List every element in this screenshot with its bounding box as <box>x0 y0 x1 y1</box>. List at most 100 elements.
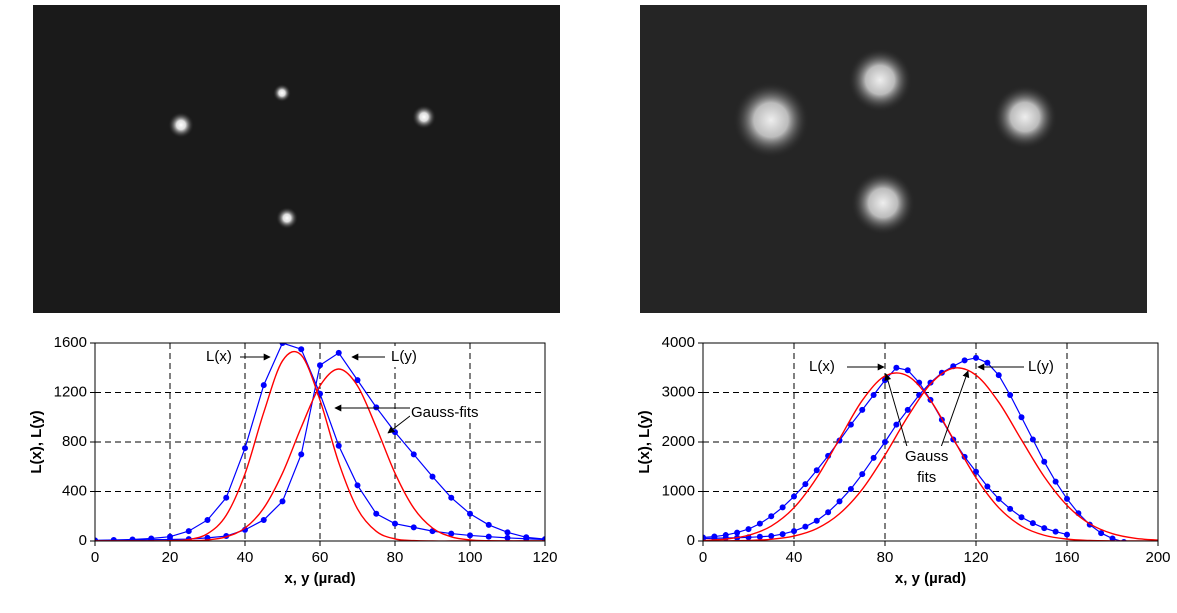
y-tick-label: 400 <box>62 482 87 499</box>
data-point <box>1029 436 1036 443</box>
data-point <box>813 467 820 474</box>
data-point <box>110 537 117 541</box>
data-point <box>354 377 361 384</box>
data-point <box>129 537 136 541</box>
x-tick-label: 80 <box>877 549 894 566</box>
data-point <box>756 533 763 540</box>
x-tick-label: 160 <box>1054 549 1079 566</box>
x-axis-label: x, y (µrad) <box>284 570 355 587</box>
data-point <box>485 521 492 528</box>
x-tick-label: 60 <box>312 549 329 566</box>
data-point <box>1007 505 1014 512</box>
data-point <box>802 481 809 488</box>
x-tick-label: 40 <box>237 549 254 566</box>
data-point <box>373 510 380 517</box>
data-point <box>504 534 511 541</box>
data-point <box>523 534 530 541</box>
data-point <box>148 536 155 541</box>
data-point <box>95 537 98 541</box>
data-point <box>317 362 323 369</box>
x-tick-label: 200 <box>1145 549 1170 566</box>
y-tick-label: 0 <box>79 532 87 549</box>
data-point <box>893 364 900 371</box>
data-point <box>1029 520 1036 527</box>
chart: 0 400 800 1200 1600 0 20 40 60 80 100 120 x, y (µrad… <box>28 334 558 587</box>
camera-image-left <box>33 5 560 313</box>
data-point <box>1064 495 1070 502</box>
data-point <box>859 406 866 413</box>
data-point <box>167 536 173 541</box>
data-point <box>791 493 797 500</box>
data-point <box>410 451 417 458</box>
data-point <box>734 529 741 536</box>
data-point <box>779 531 786 538</box>
data-point <box>467 532 473 539</box>
data-point <box>904 367 911 374</box>
y-tick-label: 1600 <box>54 334 87 351</box>
data-point <box>995 372 1002 379</box>
data-point <box>825 509 832 516</box>
data-point <box>204 516 211 523</box>
data-point <box>279 343 286 346</box>
y-tick-label: 4000 <box>662 334 695 351</box>
data-point <box>298 346 305 353</box>
data-point <box>1041 458 1048 465</box>
data-point <box>870 391 877 398</box>
data-point <box>1041 525 1048 532</box>
data-point <box>1121 538 1127 541</box>
data-point <box>298 451 305 458</box>
plot-frame <box>702 342 1159 542</box>
data-point <box>1052 528 1059 535</box>
y-tick-label: 800 <box>62 433 87 450</box>
y-axis-label: L(x), L(y) <box>28 410 45 473</box>
annotation-arrow <box>884 373 909 451</box>
data-point <box>973 354 979 361</box>
data-point <box>802 523 809 530</box>
data-point <box>485 533 492 540</box>
x-axis-label: x, y (µrad) <box>895 570 966 587</box>
x-tick-label: 20 <box>162 549 179 566</box>
camera-image-right <box>640 5 1147 313</box>
data-point <box>847 486 854 493</box>
data-point <box>893 421 900 428</box>
annotation: L(x) <box>205 346 233 367</box>
data-point <box>279 498 286 505</box>
annotation: L(y) <box>390 346 418 367</box>
data-point <box>335 349 342 356</box>
y-tick-label: 1200 <box>54 383 87 400</box>
data-point <box>448 530 455 537</box>
data-point <box>354 482 361 489</box>
data-point <box>185 528 192 535</box>
data-point <box>448 494 455 501</box>
data-point <box>756 520 763 527</box>
data-point <box>467 510 473 517</box>
data-point <box>847 421 854 428</box>
x-tick-label: 0 <box>91 549 99 566</box>
data-point <box>722 535 729 541</box>
annotation: L(y) <box>1027 356 1055 377</box>
data-point <box>927 379 934 386</box>
annotation-arrow <box>387 415 411 434</box>
data-point <box>1007 391 1014 398</box>
data-point <box>1064 531 1070 538</box>
annotation-arrow <box>939 370 970 451</box>
data-point <box>1018 514 1025 521</box>
data-point <box>335 442 342 449</box>
y-tick-label: 3000 <box>662 383 695 400</box>
data-point <box>984 483 991 490</box>
data-point <box>392 520 398 527</box>
fit-line <box>703 372 1158 541</box>
data-point <box>791 528 797 535</box>
data-point <box>1109 535 1116 541</box>
fit-line <box>703 367 1158 541</box>
x-tick-label: 120 <box>532 549 557 566</box>
data-point <box>260 516 267 523</box>
x-tick-label: 40 <box>786 549 803 566</box>
data-point <box>542 536 545 541</box>
plot-frame <box>94 342 546 542</box>
chart: 0 1000 2000 3000 4000 0 40 80 120 160 200 x, y (µra… <box>636 334 1171 587</box>
data-point <box>1052 478 1059 485</box>
data-point <box>373 404 380 411</box>
